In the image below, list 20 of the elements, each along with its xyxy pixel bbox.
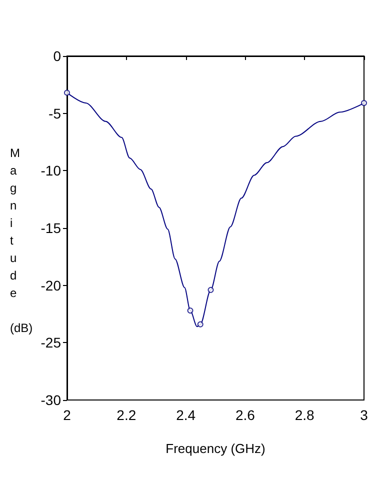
x-tick-label: 2.2 <box>116 407 136 423</box>
y-tick-label: -25 <box>40 334 62 351</box>
y-tick-label: 0 <box>53 48 62 64</box>
text: Magnitude (dB) <box>10 146 33 335</box>
y-tick-label: -10 <box>40 162 62 179</box>
y-tick-label: -5 <box>48 105 62 122</box>
x-tick-label: 2.8 <box>294 407 315 423</box>
x-tick-label: 3 <box>360 407 368 423</box>
x-axis-title: Frequency (GHz) <box>166 441 266 456</box>
point <box>361 100 367 106</box>
point <box>208 286 214 293</box>
point <box>64 90 70 96</box>
x-tick-label: 2.6 <box>235 407 256 423</box>
x-tick-label: 2 <box>63 407 72 423</box>
x-tick-label: 2.4 <box>176 407 196 423</box>
point <box>187 308 194 314</box>
point <box>197 321 204 328</box>
y-tick-label: -30 <box>40 392 62 408</box>
y-tick-label: -20 <box>40 277 62 294</box>
y-tick-label: -15 <box>40 220 62 236</box>
